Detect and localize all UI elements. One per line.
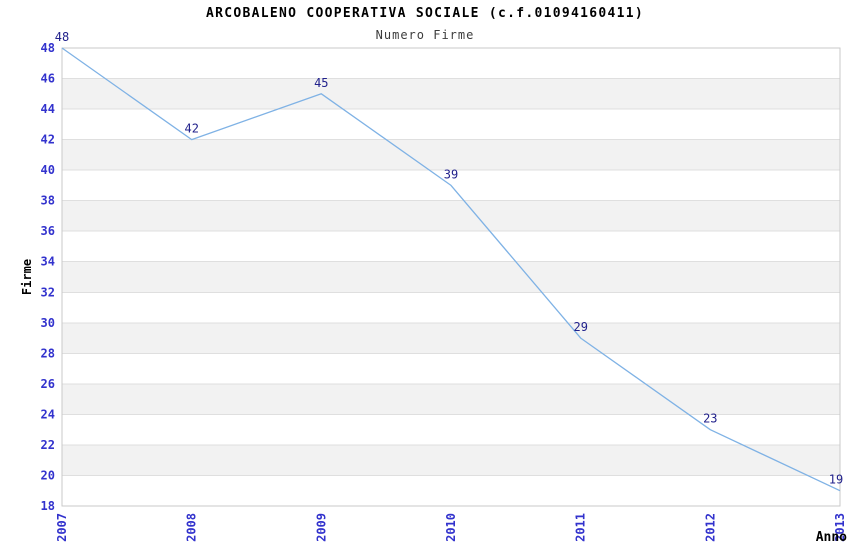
svg-text:2007: 2007 bbox=[55, 513, 69, 542]
svg-text:34: 34 bbox=[41, 255, 55, 269]
x-axis-title: Anno bbox=[815, 530, 847, 545]
svg-text:30: 30 bbox=[41, 316, 55, 330]
svg-text:42: 42 bbox=[184, 122, 198, 136]
svg-text:44: 44 bbox=[41, 102, 55, 116]
svg-text:40: 40 bbox=[41, 163, 55, 177]
svg-text:36: 36 bbox=[41, 224, 55, 238]
svg-text:42: 42 bbox=[41, 133, 55, 147]
svg-text:48: 48 bbox=[55, 30, 69, 44]
svg-text:29: 29 bbox=[573, 320, 587, 334]
svg-text:46: 46 bbox=[41, 72, 55, 86]
svg-text:38: 38 bbox=[41, 194, 55, 208]
y-axis-title: Firme bbox=[20, 258, 34, 296]
svg-text:2013: 2013 bbox=[833, 513, 847, 542]
svg-text:48: 48 bbox=[41, 41, 55, 55]
svg-text:2009: 2009 bbox=[314, 513, 328, 542]
plot-border bbox=[61, 47, 841, 507]
plot-bands bbox=[62, 48, 840, 506]
svg-text:23: 23 bbox=[703, 412, 717, 426]
svg-text:39: 39 bbox=[444, 167, 458, 181]
svg-text:24: 24 bbox=[41, 407, 55, 421]
svg-text:18: 18 bbox=[41, 499, 55, 513]
svg-text:2008: 2008 bbox=[185, 513, 199, 542]
svg-text:26: 26 bbox=[41, 377, 55, 391]
y-tick-labels: 18 20 22 24 26 28 30 32 34 36 38 40 42 44 46 48 bbox=[41, 41, 55, 513]
svg-text:20: 20 bbox=[41, 469, 55, 483]
svg-text:2010: 2010 bbox=[444, 513, 458, 542]
x-tick-labels: 2007 2008 2009 2010 2011 2012 2013 bbox=[55, 513, 847, 542]
svg-text:45: 45 bbox=[314, 76, 328, 90]
svg-text:2011: 2011 bbox=[574, 513, 588, 542]
svg-text:28: 28 bbox=[41, 346, 55, 360]
svg-text:22: 22 bbox=[41, 438, 55, 452]
data-line bbox=[61, 47, 841, 492]
chart-subtitle: Numero Firme bbox=[375, 28, 475, 42]
svg-text:32: 32 bbox=[41, 285, 55, 299]
svg-text:2012: 2012 bbox=[703, 513, 717, 542]
svg-text:19: 19 bbox=[829, 473, 843, 487]
chart-title: ARCOBALENO COOPERATIVA SOCIALE (c.f.0109… bbox=[205, 6, 645, 21]
point-labels: 48 42 45 39 29 23 19 bbox=[55, 30, 843, 487]
